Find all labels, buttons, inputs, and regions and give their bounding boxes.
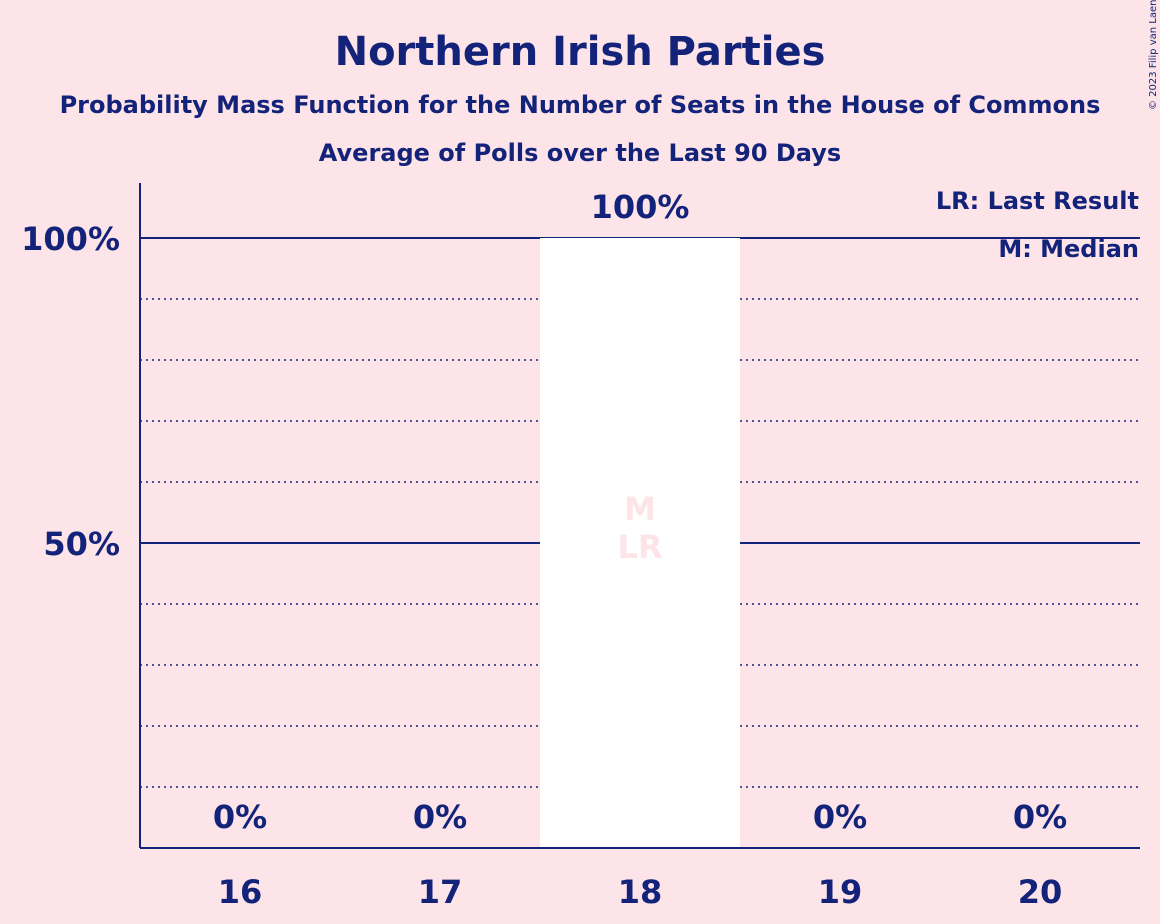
chart-title: Northern Irish Parties [335,29,826,75]
x-tick-label: 17 [418,873,463,911]
x-tick-label: 20 [1018,873,1063,911]
legend-item: M: Median [998,235,1139,263]
y-tick-label: 100% [21,220,120,258]
legend-item: LR: Last Result [936,187,1139,215]
x-tick-label: 18 [618,873,663,911]
chart-subtitle: Probability Mass Function for the Number… [60,91,1101,119]
data-label: 0% [413,798,467,836]
x-tick-label: 16 [218,873,263,911]
data-label: 0% [1013,798,1067,836]
plot-area: 50% 100% 0% 0% 100% 0% 0% MLR LR: Last Result M: … [21,183,1140,911]
copyright-text: © 2023 Filip van Laenen [1148,0,1159,110]
bar-marker-lr: LR [617,528,662,566]
data-label: 0% [813,798,867,836]
bar-18 [540,238,740,848]
y-tick-label: 50% [43,525,120,563]
chart-subtitle-2: Average of Polls over the Last 90 Days [319,139,841,167]
data-label: 100% [591,188,690,226]
x-tick-label: 19 [818,873,863,911]
bar-marker-m: M [624,490,656,528]
data-label: 0% [213,798,267,836]
